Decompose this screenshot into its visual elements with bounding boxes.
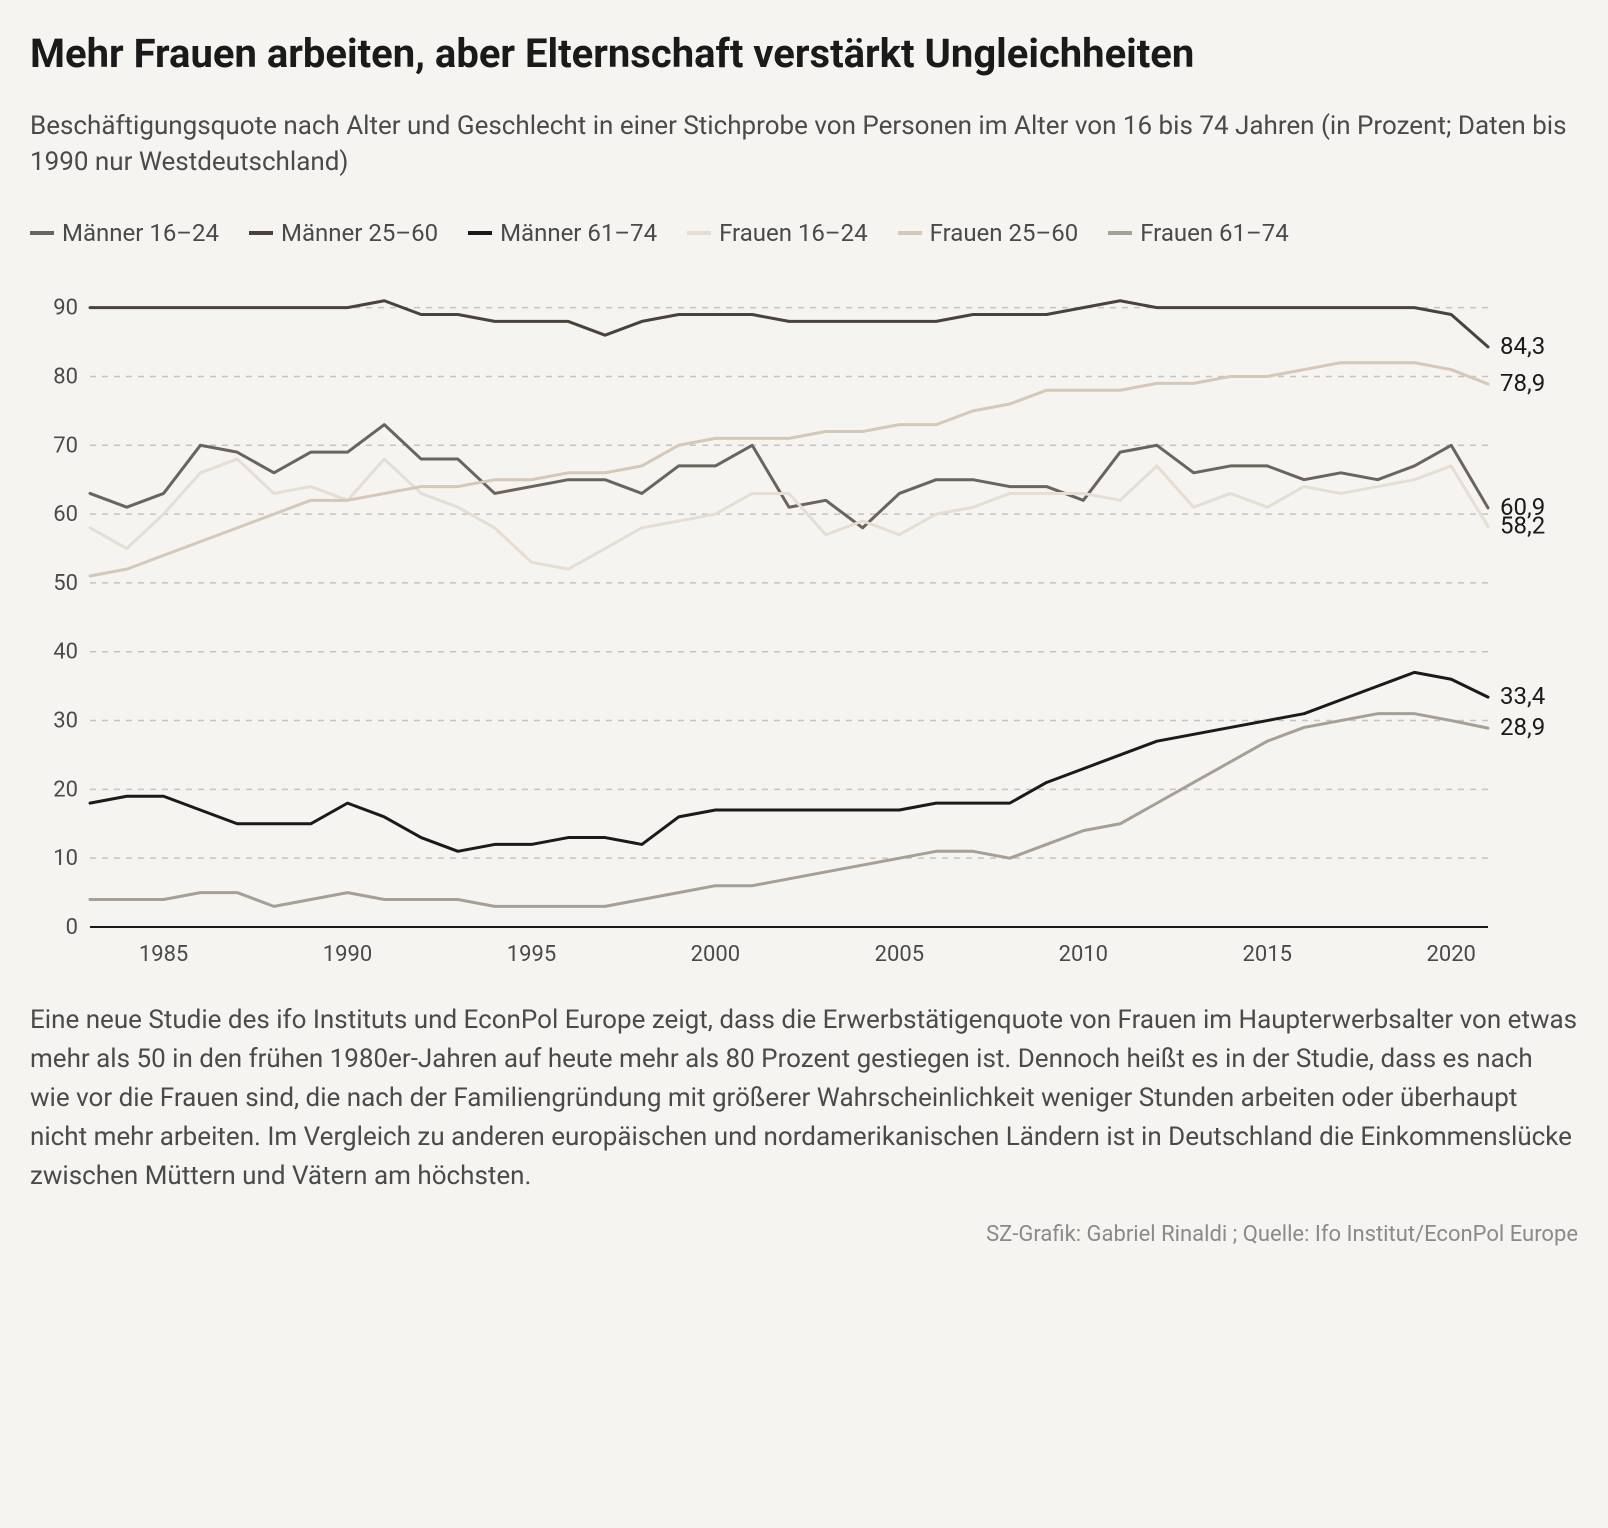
- chart-source: SZ-Grafik: Gabriel Rinaldi ; Quelle: Ifo…: [30, 1222, 1578, 1247]
- legend-swatch: [1108, 231, 1132, 235]
- x-tick-label: 2010: [1059, 942, 1108, 967]
- legend-swatch: [687, 231, 711, 235]
- y-tick-label: 60: [53, 502, 78, 527]
- y-tick-label: 70: [53, 433, 78, 458]
- legend-swatch: [30, 231, 54, 235]
- line-chart: 0 10 20 30 40 50 60 70 80 90 1985 1990 1995 2000 2005 2…: [30, 277, 1578, 977]
- chart-title: Mehr Frauen arbeiten, aber Elternschaft …: [30, 30, 1578, 78]
- series-end-label: 28,9: [1500, 713, 1545, 741]
- y-tick-label: 80: [53, 364, 78, 389]
- legend-label: Männer 61–74: [500, 219, 657, 247]
- y-tick-label: 20: [53, 777, 78, 802]
- x-tick-label: 2000: [691, 942, 740, 967]
- legend-label: Männer 25–60: [281, 219, 438, 247]
- x-tick-label: 2020: [1426, 942, 1475, 967]
- legend-swatch: [898, 231, 922, 235]
- series-m6174: [90, 672, 1488, 851]
- x-tick-label: 1995: [507, 942, 556, 967]
- legend-swatch: [249, 231, 273, 235]
- legend-item: Frauen 16–24: [687, 219, 868, 247]
- y-tick-label: 30: [53, 708, 78, 733]
- legend-item: Männer 61–74: [468, 219, 657, 247]
- legend-item: Männer 25–60: [249, 219, 438, 247]
- y-tick-label: 90: [53, 295, 78, 320]
- series-end-label: 78,9: [1500, 369, 1545, 397]
- series-end-label: 58,2: [1500, 511, 1545, 539]
- legend-swatch: [468, 231, 492, 235]
- y-tick-label: 40: [53, 640, 78, 665]
- x-tick-label: 1985: [139, 942, 188, 967]
- y-tick-label: 50: [53, 571, 78, 596]
- series-end-label: 33,4: [1500, 682, 1545, 710]
- legend-item: Frauen 61–74: [1108, 219, 1289, 247]
- x-tick-label: 1990: [323, 942, 372, 967]
- chart-subtitle: Beschäftigungsquote nach Alter und Gesch…: [30, 108, 1578, 181]
- legend: Männer 16–24 Männer 25–60 Männer 61–74 Frau…: [30, 219, 1578, 247]
- legend-label: Frauen 25–60: [930, 219, 1079, 247]
- chart-area: 0 10 20 30 40 50 60 70 80 90 1985 1990 1995 2000 2005 2…: [30, 277, 1578, 981]
- legend-label: Frauen 16–24: [719, 219, 868, 247]
- series-end-label: 84,3: [1500, 332, 1545, 360]
- legend-label: Männer 16–24: [62, 219, 219, 247]
- y-tick-label: 10: [53, 846, 78, 871]
- legend-item: Männer 16–24: [30, 219, 219, 247]
- x-tick-label: 2015: [1243, 942, 1292, 967]
- series-m1624: [90, 424, 1488, 527]
- chart-caption: Eine neue Studie des ifo Instituts und E…: [30, 1001, 1578, 1196]
- legend-item: Frauen 25–60: [898, 219, 1079, 247]
- y-tick-label: 0: [66, 915, 78, 940]
- x-tick-label: 2005: [875, 942, 924, 967]
- legend-label: Frauen 61–74: [1140, 219, 1289, 247]
